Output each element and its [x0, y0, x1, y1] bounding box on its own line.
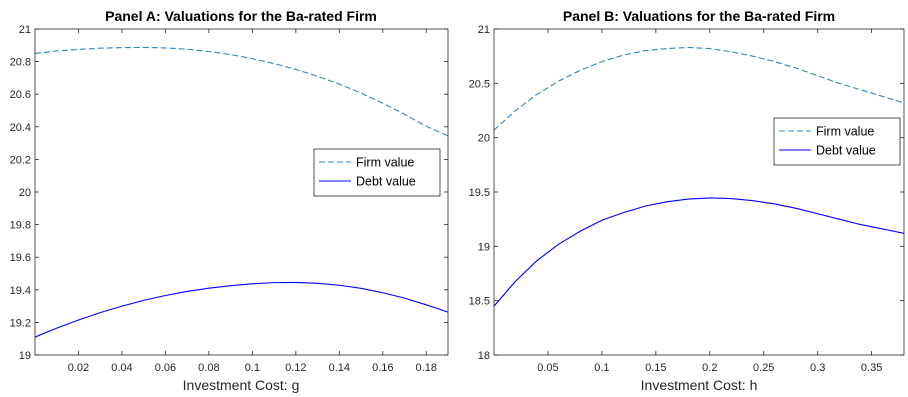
- panel-a-y-tick-label: 19.8: [10, 220, 31, 232]
- panel-b-legend-box: [773, 117, 901, 166]
- panel-b-series-firm-value-line: [493, 46, 905, 131]
- panel-a-y-tick-label: 19.4: [10, 285, 31, 297]
- panel-a-y-tick-label: 19: [19, 350, 31, 362]
- panel-b-legend-label-debt-value: Debt value: [816, 144, 876, 158]
- panel-b-x-tick-label: 0.25: [753, 362, 774, 374]
- panel-a-legend: Firm value Debt value: [313, 148, 441, 197]
- panel-a-y-tick-label: 19.2: [10, 317, 31, 329]
- panel-b-y-tick-label: 18: [478, 350, 490, 362]
- panel-b-x-tick-label: 0.1: [594, 362, 609, 374]
- panel-a-legend-label-firm-value: Firm value: [356, 156, 414, 170]
- panel-b-x-tick-label: 0.35: [861, 362, 882, 374]
- panel-b-y-tick-label: 19.5: [469, 187, 490, 199]
- panel-b: Panel B: Valuations for the Ba-rated Fir…: [469, 8, 905, 393]
- panel-a-y-tick-label: 20.2: [10, 154, 31, 166]
- panel-a-x-tick-label: 0.02: [68, 362, 89, 374]
- panel-a-legend-box: [313, 148, 441, 197]
- panel-a-y-tick-label: 20.8: [10, 57, 31, 69]
- panel-a-title: Panel A: Valuations for the Ba-rated Fir…: [105, 8, 377, 24]
- panel-a-x-tick-label: 0.16: [372, 362, 393, 374]
- panel-a-x-axis-label: Investment Cost: g: [183, 377, 300, 393]
- panel-a-x-tick-label: 0.08: [198, 362, 219, 374]
- panel-b-y-tick-label: 19: [478, 241, 490, 253]
- panel-a-y-tick-label: 20: [19, 187, 31, 199]
- panel-b-legend-label-firm-value: Firm value: [816, 125, 874, 139]
- panel-b-title: Panel B: Valuations for the Ba-rated Fir…: [563, 8, 835, 24]
- panel-a-y-tick-label: 21: [19, 24, 31, 36]
- panel-a-x-tick-label: 0.12: [285, 362, 306, 374]
- panel-a-series-debt-value-line: [34, 281, 449, 338]
- panel-b-y-tick-label: 21: [478, 24, 490, 36]
- panel-b-y-tick-label: 18.5: [469, 296, 490, 308]
- panel-b-x-tick-label: 0.2: [702, 362, 717, 374]
- panel-b-y-tick-label: 20.5: [469, 78, 490, 90]
- panel-b-x-tick-label: 0.15: [645, 362, 666, 374]
- panel-b-x-tick-label: 0.3: [810, 362, 825, 374]
- panel-b-legend: Firm value Debt value: [773, 117, 901, 166]
- panel-b-x-tick-label: 0.05: [537, 362, 558, 374]
- panel-a-y-tick-label: 20.4: [10, 122, 31, 134]
- panel-a-series-firm-value-line: [34, 46, 449, 137]
- panel-a: Panel A: Valuations for the Ba-rated Fir…: [10, 8, 449, 393]
- panel-b-y-tick-label: 20: [478, 133, 490, 145]
- panel-a-x-tick-label: 0.1: [245, 362, 260, 374]
- panel-a-x-tick-label: 0.18: [416, 362, 437, 374]
- panel-b-x-axis-label: Investment Cost: h: [641, 377, 758, 393]
- panel-a-y-tick-label: 20.6: [10, 89, 31, 101]
- panel-a-x-tick-label: 0.06: [155, 362, 176, 374]
- panel-a-x-tick-label: 0.14: [329, 362, 350, 374]
- panel-b-series-debt-value-line: [493, 197, 905, 307]
- panel-a-x-tick-label: 0.04: [111, 362, 132, 374]
- panel-a-y-tick-label: 19.6: [10, 252, 31, 264]
- panel-a-legend-label-debt-value: Debt value: [356, 175, 416, 189]
